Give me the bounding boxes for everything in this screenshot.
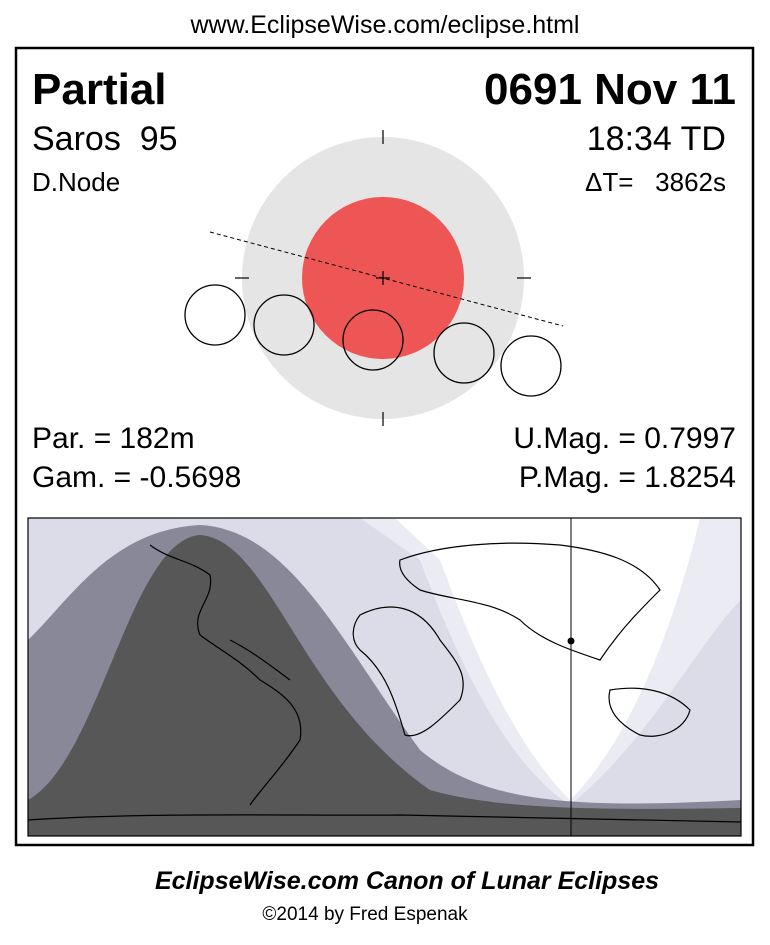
moon-path — [209, 231, 564, 327]
umbral-magnitude: U.Mag. = 0.7997 — [513, 422, 736, 455]
node: D.Node — [32, 167, 120, 197]
duration: Par. = 182m — [32, 422, 195, 455]
moon-positions — [184, 284, 562, 397]
eclipse-diagram — [184, 130, 564, 426]
url: www.EclipseWise.com/eclipse.html — [190, 11, 580, 39]
eclipse-date: 0691 Nov 11 — [484, 65, 736, 114]
footer-credit: ©2014 by Fred Espenak — [262, 904, 468, 925]
saros: Saros 95 — [32, 120, 178, 158]
eclipse-type: Partial — [32, 65, 167, 114]
time: 18:34 TD — [587, 120, 726, 158]
gamma: Gam. = -0.5698 — [32, 461, 241, 494]
delta-t: ΔT= 3862s — [585, 167, 726, 197]
footer-title: EclipseWise.com Canon of Lunar Eclipses — [155, 867, 659, 895]
axis-ticks — [235, 130, 531, 426]
visibility-map — [27, 517, 742, 837]
frame — [14, 46, 755, 847]
penumbral-magnitude: P.Mag. = 1.8254 — [519, 461, 736, 494]
